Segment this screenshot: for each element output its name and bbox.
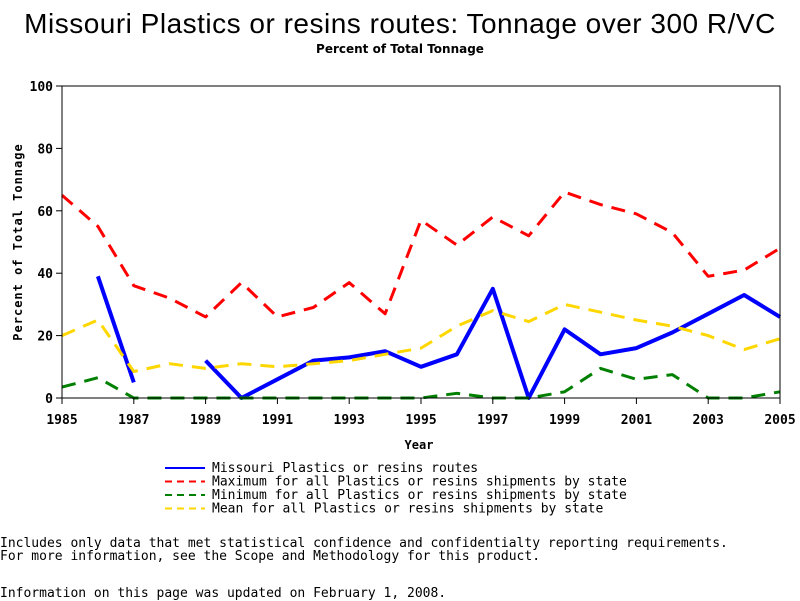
note-methodology: For more information, see the Scope and … xyxy=(0,549,541,564)
x-tick-label: 2001 xyxy=(621,413,652,428)
x-tick-label: 2005 xyxy=(764,413,795,428)
chart-subtitle: Percent of Total Tonnage xyxy=(316,42,484,56)
x-tick-label: 2003 xyxy=(693,413,724,428)
line-chart: 0 20 40 60 80 100 1985 1987 1989 1991 1993 1995 1997… xyxy=(11,80,796,517)
x-tick-label: 1997 xyxy=(477,413,508,428)
plot-frame xyxy=(61,85,781,399)
y-tick-label: 80 xyxy=(37,142,53,157)
y-tick-label: 0 xyxy=(45,392,53,407)
y-axis-label: Percent of Total Tonnage xyxy=(11,143,25,340)
chart-title: Missouri Plastics or resins routes: Tonn… xyxy=(24,8,776,39)
series-line-0-segment-1 xyxy=(204,286,782,400)
x-tick-label: 1995 xyxy=(405,413,436,428)
x-tick-label: 1999 xyxy=(549,413,580,428)
series-line-2-segment-0 xyxy=(61,366,781,400)
note-confidence: Includes only data that met statistical … xyxy=(0,536,728,551)
x-axis-label: Year xyxy=(405,438,434,452)
x-tick-label: 1987 xyxy=(118,413,149,428)
note-updated: Information on this page was updated on … xyxy=(0,586,447,601)
legend-label-3: Mean for all Plastics or resins shipment… xyxy=(212,502,604,517)
y-tick-label: 100 xyxy=(30,80,54,95)
legend-label-2: Minimum for all Plastics or resins shipm… xyxy=(212,488,627,503)
y-tick-label: 20 xyxy=(37,330,53,345)
legend-label-0: Missouri Plastics or resins routes xyxy=(212,461,478,476)
x-tick-label: 1991 xyxy=(262,413,293,428)
x-tick-label: 1989 xyxy=(190,413,221,428)
y-tick-label: 40 xyxy=(37,267,53,282)
x-tick-label: 1993 xyxy=(334,413,365,428)
x-tick-label: 1985 xyxy=(46,413,77,428)
legend-label-1: Maximum for all Plastics or resins shipm… xyxy=(212,475,627,490)
series-line-3-segment-0 xyxy=(61,302,781,373)
y-tick-label: 60 xyxy=(37,205,53,220)
series-line-1-segment-0 xyxy=(61,190,781,319)
